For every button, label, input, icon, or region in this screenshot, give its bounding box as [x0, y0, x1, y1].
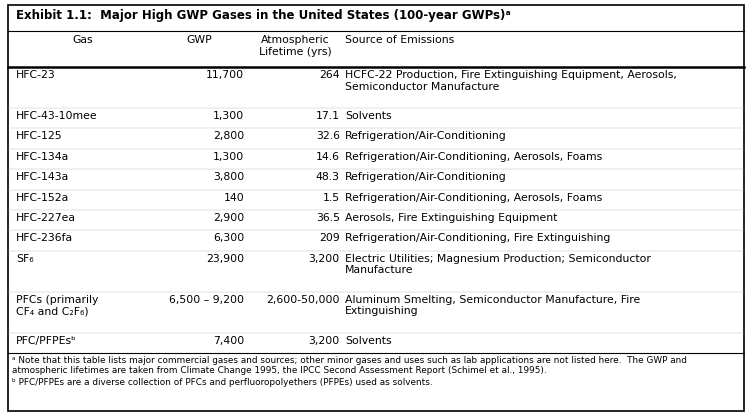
Text: 36.5: 36.5 — [316, 213, 340, 223]
Text: 3,200: 3,200 — [308, 336, 340, 346]
Text: 1,300: 1,300 — [213, 152, 244, 162]
Text: Solvents: Solvents — [345, 111, 392, 121]
Text: 3,800: 3,800 — [213, 172, 244, 182]
Text: Refrigeration/Air-Conditioning, Aerosols, Foams: Refrigeration/Air-Conditioning, Aerosols… — [345, 193, 602, 203]
Text: HFC-236fa: HFC-236fa — [16, 233, 73, 243]
Text: Refrigeration/Air-Conditioning, Fire Extinguishing: Refrigeration/Air-Conditioning, Fire Ext… — [345, 233, 611, 243]
Text: 23,900: 23,900 — [206, 254, 244, 264]
Text: ᵃ Note that this table lists major commercial gases and sources; other minor gas: ᵃ Note that this table lists major comme… — [12, 356, 687, 375]
Text: 264: 264 — [320, 70, 340, 80]
Text: Aluminum Smelting, Semiconductor Manufacture, Fire
Extinguishing: Aluminum Smelting, Semiconductor Manufac… — [345, 295, 640, 316]
Text: Refrigeration/Air-Conditioning, Aerosols, Foams: Refrigeration/Air-Conditioning, Aerosols… — [345, 152, 602, 162]
Text: Refrigeration/Air-Conditioning: Refrigeration/Air-Conditioning — [345, 131, 507, 141]
Text: ᵇ PFC/PFPEs are a diverse collection of PFCs and perfluoropolyethers (PFPEs) use: ᵇ PFC/PFPEs are a diverse collection of … — [12, 378, 432, 387]
Text: SF₆: SF₆ — [16, 254, 34, 264]
Text: Electric Utilities; Magnesium Production; Semiconductor
Manufacture: Electric Utilities; Magnesium Production… — [345, 254, 650, 275]
Text: 48.3: 48.3 — [316, 172, 340, 182]
Text: 6,500 – 9,200: 6,500 – 9,200 — [169, 295, 244, 305]
Text: 1,300: 1,300 — [213, 111, 244, 121]
Text: HFC-43-10mee: HFC-43-10mee — [16, 111, 98, 121]
Text: 7,400: 7,400 — [213, 336, 244, 346]
Text: 6,300: 6,300 — [213, 233, 244, 243]
Text: 14.6: 14.6 — [316, 152, 340, 162]
Text: Refrigeration/Air-Conditioning: Refrigeration/Air-Conditioning — [345, 172, 507, 182]
Text: Gas: Gas — [72, 35, 93, 45]
Text: HFC-227ea: HFC-227ea — [16, 213, 76, 223]
Text: HFC-125: HFC-125 — [16, 131, 62, 141]
Text: Atmospheric
Lifetime (yrs): Atmospheric Lifetime (yrs) — [259, 35, 332, 57]
Text: PFC/PFPEsᵇ: PFC/PFPEsᵇ — [16, 336, 77, 346]
Text: Source of Emissions: Source of Emissions — [345, 35, 454, 45]
Text: HFC-143a: HFC-143a — [16, 172, 69, 182]
Text: HCFC-22 Production, Fire Extinguishing Equipment, Aerosols,
Semiconductor Manufa: HCFC-22 Production, Fire Extinguishing E… — [345, 70, 677, 92]
Text: 2,900: 2,900 — [213, 213, 244, 223]
Text: 3,200: 3,200 — [308, 254, 340, 264]
Text: HFC-134a: HFC-134a — [16, 152, 69, 162]
Text: 2,600-50,000: 2,600-50,000 — [266, 295, 340, 305]
Text: 2,800: 2,800 — [213, 131, 244, 141]
Text: Exhibit 1.1:  Major High GWP Gases in the United States (100-year GWPs)ᵃ: Exhibit 1.1: Major High GWP Gases in the… — [16, 9, 511, 22]
Text: GWP: GWP — [186, 35, 212, 45]
Text: Aerosols, Fire Extinguishing Equipment: Aerosols, Fire Extinguishing Equipment — [345, 213, 557, 223]
Text: Solvents: Solvents — [345, 336, 392, 346]
Text: 209: 209 — [319, 233, 340, 243]
Text: 140: 140 — [223, 193, 244, 203]
Text: PFCs (primarily
CF₄ and C₂F₆): PFCs (primarily CF₄ and C₂F₆) — [16, 295, 99, 316]
Text: 1.5: 1.5 — [323, 193, 340, 203]
Text: 32.6: 32.6 — [316, 131, 340, 141]
Text: HFC-23: HFC-23 — [16, 70, 56, 80]
Text: 11,700: 11,700 — [206, 70, 244, 80]
Text: HFC-152a: HFC-152a — [16, 193, 69, 203]
Text: 17.1: 17.1 — [316, 111, 340, 121]
